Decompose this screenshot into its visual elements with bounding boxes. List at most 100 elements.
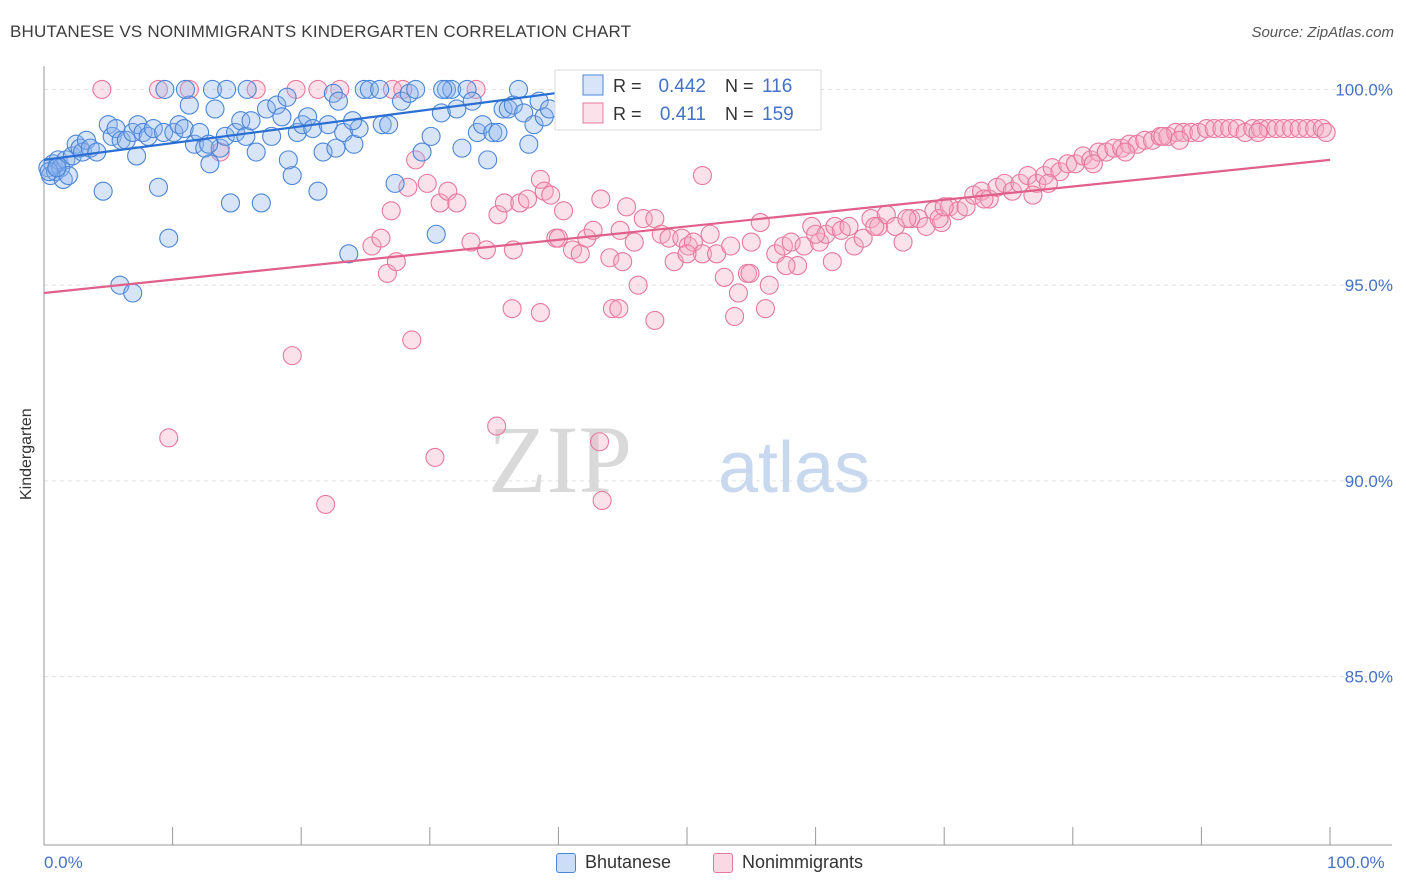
nonimmigrants-point	[865, 216, 885, 236]
nonimmigrants-point	[725, 306, 745, 327]
legend-r-value: 0.442	[658, 76, 706, 97]
nonimmigrants-point	[1181, 122, 1201, 143]
nonimmigrants-point	[995, 173, 1015, 193]
chart-title: BHUTANESE VS NONIMMIGRANTS KINDERGARTEN …	[10, 22, 632, 41]
bhutanese-point	[246, 142, 266, 162]
nonimmigrants-point	[402, 330, 422, 350]
bhutanese-point	[379, 115, 399, 135]
nonimmigrants-point	[1058, 154, 1078, 174]
bhutanese-point	[58, 165, 78, 186]
nonimmigrants-point	[488, 205, 508, 225]
watermark-atlas: atlas	[718, 428, 870, 508]
bhutanese-point	[175, 79, 196, 99]
nonimmigrants-point	[381, 201, 401, 221]
bhutanese-point	[483, 122, 503, 143]
legend-swatch	[582, 102, 604, 124]
bhutanese-point	[308, 181, 328, 201]
nonimmigrants-point	[487, 416, 507, 436]
nonimmigrants-point	[1196, 119, 1217, 139]
bhutanese-point	[220, 193, 241, 213]
legend-n-value: 116	[762, 76, 792, 97]
nonimmigrants-point	[974, 189, 994, 209]
axes	[43, 66, 1392, 846]
nonimmigrants-point	[672, 228, 692, 248]
nonimmigrants-point	[1023, 185, 1043, 205]
grid-lines	[44, 88, 1392, 678]
bhutanese-point	[278, 150, 298, 170]
bhutanese-point	[524, 115, 544, 135]
nonimmigrants-point	[822, 252, 842, 272]
nonimmigrants-point	[624, 232, 644, 252]
bhutanese-point	[133, 122, 153, 143]
bhutanese-point	[457, 79, 477, 99]
bhutanese-point	[241, 111, 261, 131]
correlation-legend: R = 0.442 N = 116 R = 0.411 N = 159	[554, 69, 822, 131]
nonimmigrants-point	[750, 212, 770, 233]
nonimmigrants-point	[1312, 119, 1332, 139]
nonimmigrants-point	[447, 193, 467, 213]
bhutanese-point	[237, 79, 257, 99]
bhutanese-point	[426, 224, 446, 244]
y-tick-label: 85.0%	[1345, 668, 1393, 687]
nonimmigrants-point	[1316, 122, 1336, 143]
nonimmigrants-point	[1297, 119, 1317, 139]
nonimmigrants-point	[476, 240, 496, 260]
nonimmigrants-point	[692, 165, 712, 186]
bhutanese-point	[179, 95, 199, 115]
nonimmigrants-point	[794, 236, 814, 256]
nonimmigrants-point	[92, 79, 112, 99]
bhutanese-point	[200, 154, 220, 174]
bhutanese-point	[328, 91, 349, 111]
watermark-zip: ZIP	[488, 406, 632, 513]
bhutanese-point	[47, 158, 67, 178]
nonimmigrants-point	[425, 447, 445, 467]
bhutanese-point	[143, 119, 163, 139]
nonimmigrants-point	[1266, 119, 1286, 139]
nonimmigrants-point	[371, 228, 391, 248]
watermark: ZIP atlas	[488, 406, 870, 513]
bhutanese-point	[503, 95, 523, 115]
bhutanese-point	[452, 138, 472, 158]
legend-n-label: N =	[725, 104, 754, 124]
nonimmigrants-point	[1305, 119, 1325, 139]
nonimmigrants-point	[502, 299, 522, 319]
nonimmigrants-point	[1204, 119, 1224, 139]
nonimmigrants-point	[1083, 154, 1103, 174]
bhutanese-point	[256, 99, 277, 119]
nonimmigrants-point	[282, 346, 302, 366]
bhutanese-point	[391, 91, 412, 111]
nonimmigrants-point	[741, 232, 761, 252]
legend-r-label: R =	[613, 104, 642, 124]
nonimmigrants-point	[1027, 173, 1047, 193]
nonimmigrants-point	[1281, 119, 1301, 139]
bhutanese-point	[267, 95, 287, 115]
nonimmigrants-point	[728, 283, 748, 303]
bhutanese-point	[339, 244, 359, 264]
bhutanese-point	[344, 134, 364, 154]
bhutanese-point	[385, 173, 405, 193]
legend-item-nonimmigrants[interactable]: Nonimmigrants	[713, 852, 863, 873]
nonimmigrants-point	[633, 209, 653, 229]
legend-swatch	[582, 74, 604, 96]
nonimmigrants-point	[541, 185, 561, 205]
trend-lines	[43, 88, 1331, 295]
nonimmigrants-points	[92, 79, 1336, 514]
nonimmigrants-point	[692, 244, 712, 264]
nonimmigrants-point	[897, 209, 917, 229]
bhutanese-trend-line	[43, 88, 585, 161]
bhutanese-point	[488, 122, 508, 143]
nonimmigrants-point	[592, 490, 612, 511]
nonimmigrants-point	[1050, 162, 1070, 182]
bhutanese-point	[148, 177, 169, 197]
nonimmigrants-point	[461, 232, 481, 252]
nonimmigrants-point	[755, 299, 775, 319]
nonimmigrants-point	[1274, 119, 1294, 139]
bhutanese-point	[406, 79, 426, 99]
legend-item-bhutanese[interactable]: Bhutanese	[556, 852, 671, 873]
nonimmigrants-point	[806, 224, 826, 244]
nonimmigrants-point	[1153, 126, 1173, 146]
nonimmigrants-point	[308, 79, 328, 99]
bhutanese-point	[412, 142, 432, 162]
nonimmigrants-point	[602, 299, 622, 319]
